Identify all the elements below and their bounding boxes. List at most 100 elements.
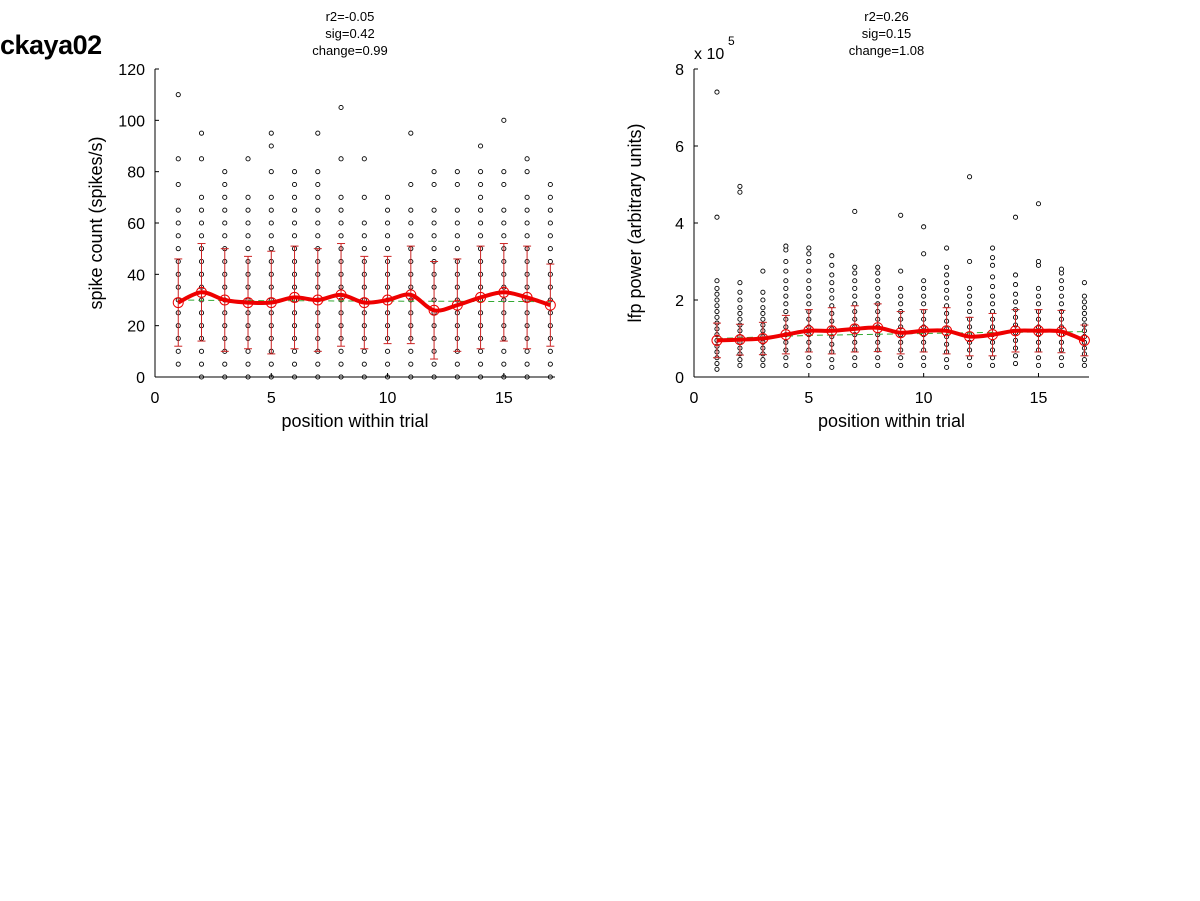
y-tick-label: 40 xyxy=(127,267,145,284)
data-point xyxy=(875,278,881,284)
mean-marker xyxy=(265,297,277,309)
y-tick-label: 2 xyxy=(675,293,684,310)
data-point xyxy=(898,212,904,218)
mean-marker xyxy=(498,286,510,298)
mean-marker xyxy=(544,299,556,311)
data-point xyxy=(245,348,251,354)
data-point xyxy=(760,357,766,363)
data-point xyxy=(989,274,996,280)
data-point xyxy=(454,169,460,175)
y-tick-label: 8 xyxy=(675,62,684,79)
mean-marker xyxy=(219,294,231,306)
mean-marker xyxy=(987,329,999,341)
data-point xyxy=(431,220,437,226)
data-point xyxy=(989,255,996,261)
data-point xyxy=(737,357,743,363)
data-point xyxy=(737,189,743,195)
data-point xyxy=(875,355,881,361)
data-point xyxy=(989,262,996,268)
data-point xyxy=(737,310,743,317)
data-point xyxy=(547,361,553,367)
data-point xyxy=(338,233,344,239)
data-point xyxy=(829,272,835,278)
data-point xyxy=(852,285,858,292)
mean-marker xyxy=(849,323,861,335)
data-point xyxy=(291,220,298,226)
data-point xyxy=(198,207,205,213)
data-point xyxy=(1058,355,1064,361)
data-point xyxy=(175,361,181,367)
data-point xyxy=(760,268,766,274)
data-point xyxy=(454,220,460,226)
data-point xyxy=(222,181,228,188)
data-point xyxy=(967,174,973,180)
data-point xyxy=(291,207,298,213)
data-point xyxy=(783,308,789,315)
data-point xyxy=(967,362,973,369)
data-point xyxy=(898,293,904,299)
data-point xyxy=(315,207,321,213)
mean-marker xyxy=(242,297,254,309)
data-point xyxy=(989,293,996,299)
y-axis-label: spike count (spikes/s) xyxy=(86,136,106,309)
data-point xyxy=(760,362,766,369)
data-point xyxy=(361,220,367,226)
data-point xyxy=(198,220,205,226)
data-point xyxy=(385,194,391,200)
data-point xyxy=(714,297,720,303)
data-point xyxy=(547,233,553,239)
mean-marker xyxy=(941,325,953,337)
data-point xyxy=(806,355,812,361)
data-point xyxy=(198,130,205,136)
data-point xyxy=(501,233,507,239)
data-point xyxy=(338,361,344,367)
data-point xyxy=(806,251,812,257)
data-point xyxy=(175,92,181,98)
data-point xyxy=(268,169,274,175)
data-point xyxy=(315,194,321,200)
data-point xyxy=(291,181,298,188)
data-point xyxy=(431,361,437,367)
data-point xyxy=(714,285,720,292)
data-point xyxy=(175,207,181,213)
data-point xyxy=(1058,278,1064,284)
data-point xyxy=(385,348,391,354)
data-point xyxy=(175,181,181,188)
data-point xyxy=(944,357,950,363)
data-point xyxy=(268,361,274,367)
data-point xyxy=(944,272,950,278)
data-point xyxy=(478,361,484,367)
data-point xyxy=(385,361,391,367)
data-point xyxy=(783,362,789,369)
data-point xyxy=(852,208,858,214)
data-point xyxy=(921,251,927,257)
data-point xyxy=(1081,310,1087,317)
data-point xyxy=(454,207,460,213)
data-point xyxy=(783,243,789,249)
data-point xyxy=(478,348,484,354)
data-point xyxy=(454,233,460,239)
x-axis-label: position within trial xyxy=(281,411,428,431)
mean-marker xyxy=(312,294,324,306)
data-point xyxy=(829,262,835,268)
data-point xyxy=(852,278,858,284)
data-point xyxy=(385,246,391,252)
mean-marker xyxy=(1010,325,1022,337)
data-point xyxy=(291,194,298,200)
data-point xyxy=(921,362,927,369)
mean-line xyxy=(177,290,551,313)
data-point xyxy=(898,355,904,361)
data-point xyxy=(315,361,321,367)
y-tick-label: 100 xyxy=(118,113,145,130)
data-point xyxy=(1081,305,1087,311)
data-point xyxy=(198,348,205,354)
x-tick-label: 5 xyxy=(267,390,276,407)
data-point xyxy=(245,207,251,213)
y-multiplier: x 10 xyxy=(694,46,724,63)
data-point xyxy=(1012,282,1019,288)
data-point xyxy=(1012,353,1019,359)
data-point xyxy=(852,264,858,270)
data-point xyxy=(338,194,344,200)
data-point xyxy=(944,264,950,270)
